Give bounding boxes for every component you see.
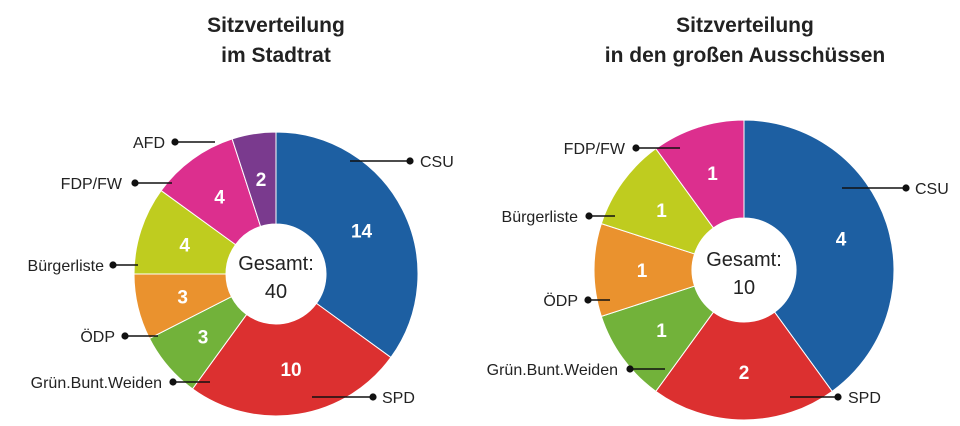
slice-value-oedp: 1 (637, 261, 648, 282)
leader-dot-buergerliste (585, 212, 593, 220)
slice-value-spd: 2 (739, 363, 750, 384)
donut-chart-2: 4 2 1 1 1 1 Gesamt: 10 CSU SPD Grün.Bunt.Weiden ÖDP… (487, 119, 949, 421)
slice-value-buergerliste: 1 (656, 201, 667, 222)
slice-fdp-fw (655, 119, 745, 229)
slice-value-csu: 14 (351, 221, 373, 242)
party-label-csu: CSU (420, 154, 454, 171)
leader-dot-spd (834, 393, 842, 401)
slice-value-csu: 4 (836, 229, 847, 250)
center-total-value: 10 (733, 277, 755, 299)
party-label-buergerliste: Bürgerliste (502, 209, 579, 226)
leader-dot-gruen-bunt-weiden (169, 378, 177, 386)
slice-value-spd: 10 (280, 360, 301, 381)
slice-value-buergerliste: 4 (179, 235, 190, 256)
leader-dot-gruen-bunt-weiden (626, 365, 634, 373)
chart2-title-line2: in den großen Ausschüssen (605, 44, 885, 67)
party-label-buergerliste: Bürgerliste (28, 258, 105, 275)
center-total-label: Gesamt: (238, 253, 314, 275)
donut-chart-1: 14 10 33 4 4 2 Gesamt: 40 CSU SPD Grün.Bunt.Weiden… (28, 131, 454, 417)
leader-dot-csu (902, 184, 910, 192)
leader-dot-spd (369, 393, 377, 401)
slice-value-fdp-fw: 1 (707, 164, 718, 185)
leader-dot-fdp-fw (131, 179, 139, 187)
donut-hole (227, 225, 325, 323)
slice-csu (275, 131, 419, 359)
leader-dot-oedp (584, 296, 592, 304)
party-label-fdp-fw: FDP/FW (564, 141, 626, 158)
party-label-spd: SPD (848, 390, 881, 407)
party-label-fdp-fw: FDP/FW (61, 176, 123, 193)
party-label-gruen-bunt-weiden: Grün.Bunt.Weiden (31, 375, 162, 392)
leader-dot-buergerliste (109, 261, 117, 269)
chart1-title-line1: Sitzverteilung (207, 14, 345, 37)
party-label-csu: CSU (915, 181, 949, 198)
party-label-oedp: ÖDP (543, 292, 578, 310)
chart2-title-line1: Sitzverteilung (676, 14, 814, 37)
party-label-oedp: ÖDP (80, 328, 115, 346)
leader-dot-fdp-fw (632, 144, 640, 152)
donut-hole (693, 219, 795, 321)
center-total-value: 40 (265, 281, 287, 303)
leader-dot-oedp (121, 332, 129, 340)
leader-dot-afd (171, 138, 179, 146)
party-label-afd: AFD (133, 135, 165, 152)
chart1-title-line2: im Stadtrat (221, 44, 331, 67)
slice-value-gruen-bunt-weiden: 1 (656, 321, 667, 342)
slice-spd (655, 311, 833, 421)
slice-afd (231, 131, 277, 228)
slice-value-oedp: 3 (177, 287, 188, 308)
center-total-label: Gesamt: (706, 249, 782, 271)
party-label-gruen-bunt-weiden: Grün.Bunt.Weiden (487, 362, 618, 379)
party-label-spd: SPD (382, 390, 415, 407)
slice-value-fdp-fw: 4 (214, 187, 225, 208)
slice-value-afd: 2 (256, 170, 267, 191)
slice-value-gruen-bunt-weiden: 3 (198, 327, 209, 348)
leader-dot-csu (406, 157, 414, 165)
